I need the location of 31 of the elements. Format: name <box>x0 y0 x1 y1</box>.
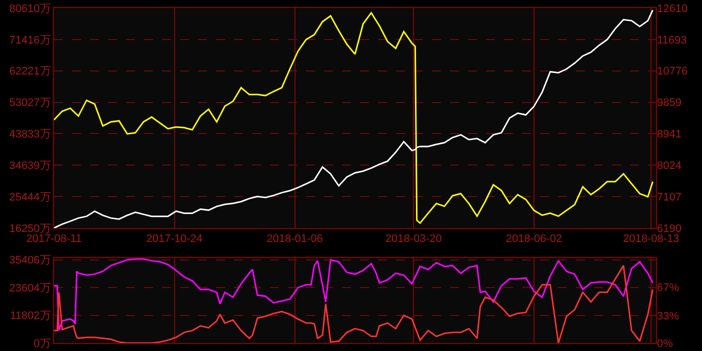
y-tick-label: 16250万 <box>9 222 51 235</box>
y2-tick-label: 0% <box>657 338 674 350</box>
y-tick-label: 34639万 <box>9 160 51 172</box>
line-series <box>54 258 654 332</box>
y-tick-label: 25444万 <box>9 191 51 204</box>
y2-tick-label: 8024 <box>657 160 682 172</box>
y2-tick-label: 8941 <box>657 128 682 141</box>
x-tick-label: 2018-03-20 <box>385 233 442 246</box>
y2-tick-label: 33% <box>657 310 680 322</box>
y-tick-label: 62221万 <box>9 66 51 78</box>
y2-tick-label: 10776 <box>657 66 688 78</box>
y2-tick-label: 6190 <box>657 222 682 235</box>
y-tick-label: 80610万 <box>9 2 51 15</box>
x-tick-label: 2018-06-02 <box>506 233 562 246</box>
x-tick-label: 2018-01-06 <box>266 233 323 246</box>
y-tick-label: 23604万 <box>9 282 51 294</box>
y2-tick-label: 9859 <box>657 97 682 110</box>
y2-tick-label: 7107 <box>657 191 682 204</box>
line-series <box>54 264 654 343</box>
y-tick-label: 53027万 <box>9 97 51 110</box>
y2-tick-label: 11693 <box>657 34 687 46</box>
y2-tick-label: 12610 <box>657 2 688 15</box>
x-tick-label: 2018-08-13 <box>622 233 680 246</box>
y-tick-label: 11802万 <box>10 310 51 322</box>
y-tick-label: 71416万 <box>9 34 51 46</box>
x-tick-label: 2017-08-11 <box>26 233 82 246</box>
y-tick-label: 35406万 <box>9 254 51 267</box>
y-tick-label: 43833万 <box>9 128 51 141</box>
y2-tick-label: 67% <box>657 282 680 294</box>
y-tick-label: 0万 <box>34 338 51 350</box>
x-tick-label: 2017-10-24 <box>146 233 203 246</box>
